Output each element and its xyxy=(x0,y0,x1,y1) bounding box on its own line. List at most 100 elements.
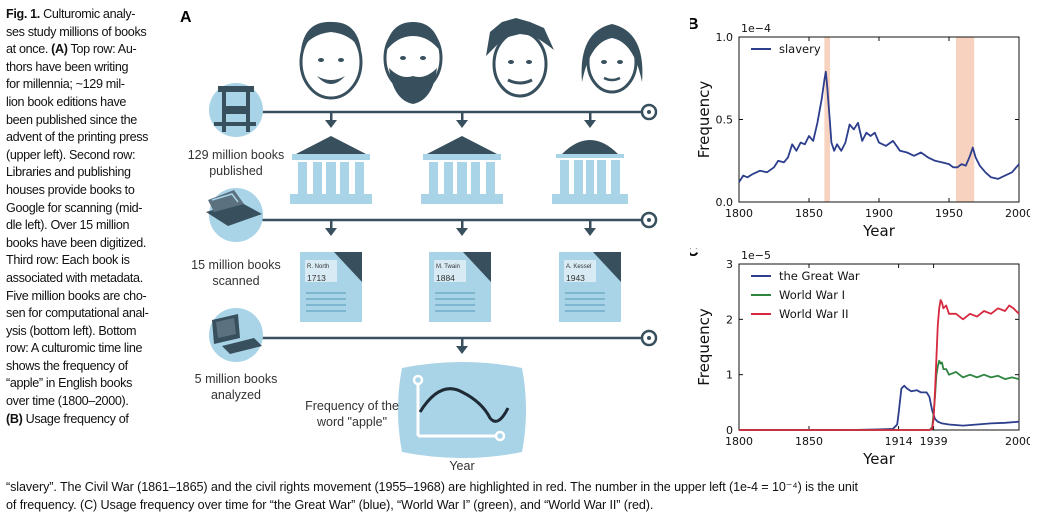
book-1 xyxy=(300,252,362,322)
series-line-2 xyxy=(739,359,1020,431)
book-3-year: 1943 xyxy=(566,273,585,283)
chart-c: C 1e−5 1800 1850 1914 1939 2000 0 1 2 3 Year Frequen… xyxy=(690,248,1030,468)
x-tick-label: 2000 xyxy=(1005,207,1030,220)
series-line-1 xyxy=(739,384,1020,431)
caption-left-line: Google for scanning (mid- xyxy=(6,200,143,215)
legend-label: slavery xyxy=(779,42,821,56)
caption-left-line: (upper left). Second row: xyxy=(6,147,136,162)
caption-left-line: associated with metadata. xyxy=(6,270,143,285)
x-tick-label: 1800 xyxy=(725,207,753,220)
apple-freq-label-1: Frequency of the xyxy=(305,399,399,413)
caption-left-line: advent of the printing press xyxy=(6,130,149,145)
caption-left-line: books have been digitized. xyxy=(6,235,147,250)
x-tick-label: 1800 xyxy=(725,435,753,448)
apple-year-label: Year xyxy=(449,459,474,473)
book-2-author: M. Twain xyxy=(436,264,460,270)
highlight-band xyxy=(824,37,830,202)
caption-bottom-line-2: of frequency. (C) Usage frequency over t… xyxy=(6,498,654,512)
caption-left-line: (B) Usage frequency of xyxy=(6,411,129,426)
book-3-author: A. Kessel xyxy=(566,264,591,270)
caption-left-line: at once. (A) Top row: Au- xyxy=(6,42,137,57)
row-label-analyzed-1: 5 million books xyxy=(195,372,278,386)
author-portrait-1 xyxy=(299,21,363,100)
apple-frequency-screen xyxy=(398,362,526,458)
book-1-year: 1713 xyxy=(307,273,326,283)
figure-caption-left: Fig. 1. Culturomic analy-ses study milli… xyxy=(6,6,169,428)
timeline-row-3 xyxy=(262,329,658,347)
caption-bottom-line-1: “slavery”. The Civil War (1861–1865) and… xyxy=(6,480,858,494)
library-building-icon xyxy=(290,136,372,204)
caption-left-line: Culturomic analy- xyxy=(43,7,136,21)
row-label-scanned-1: 15 million books xyxy=(191,258,281,272)
caption-left-line: for millennia; ~129 mil- xyxy=(6,77,125,92)
book-2-year: 1884 xyxy=(436,273,455,283)
series-line-1 xyxy=(738,70,1020,183)
x-tick-label: 1850 xyxy=(795,207,823,220)
caption-left-line: ysis (bottom left). Bottom xyxy=(6,323,137,338)
y-tick-label: 0 xyxy=(726,424,733,437)
y-tick-label: 0.5 xyxy=(716,114,734,127)
x-axis-label: Year xyxy=(862,450,896,468)
printing-press-icon xyxy=(209,83,263,137)
panel-a-illustration: A xyxy=(180,9,658,473)
caption-left-line: row: A culturomic time line xyxy=(6,341,143,356)
y-tick-label: 3 xyxy=(726,258,733,271)
x-tick-label: 1914 xyxy=(885,435,913,448)
author-portrait-2 xyxy=(383,22,443,104)
panel-letter: C xyxy=(690,248,699,260)
caption-left-line: thors have been writing xyxy=(6,59,129,74)
y-axis-label: Frequency xyxy=(695,308,713,386)
book-1-author: R. North xyxy=(307,264,329,270)
x-tick-label: 1950 xyxy=(935,207,963,220)
series-line-3 xyxy=(739,299,1020,431)
row-label-analyzed-2: analyzed xyxy=(211,388,261,402)
caption-left-line: sen for computational anal- xyxy=(6,306,149,321)
panel-a-letter: A xyxy=(180,9,192,26)
x-tick-label: 2000 xyxy=(1005,435,1030,448)
row-label-published-1: 129 million books xyxy=(188,148,285,162)
domed-building-icon xyxy=(552,140,628,204)
caption-left-line: shows the frequency of xyxy=(6,358,128,373)
caption-left-line: dle left). Over 15 million xyxy=(6,218,130,233)
caption-left-line: lion book editions have xyxy=(6,94,127,109)
caption-left-line: “apple” in English books xyxy=(6,376,133,391)
legend-label: World War II xyxy=(779,307,848,321)
highlight-band xyxy=(956,37,975,202)
author-portrait-3 xyxy=(486,18,554,98)
axis-multiplier-label: 1e−4 xyxy=(741,22,771,35)
figure-caption-bottom: “slavery”. The Civil War (1861–1865) and… xyxy=(6,478,1052,514)
figure-label: Fig. 1. xyxy=(6,7,40,21)
plot-frame xyxy=(738,36,1020,203)
legend-label: World War I xyxy=(779,288,845,302)
y-tick-label: 2 xyxy=(726,313,733,326)
chart-b: B 1e−4 1800 1850 1900 1950 2000 0.0 0.5 1.0 Year Fr… xyxy=(690,16,1030,240)
caption-left-line: Libraries and publishing xyxy=(6,165,131,180)
panel-letter: B xyxy=(690,16,699,33)
x-tick-label: 1939 xyxy=(920,435,948,448)
y-tick-label: 0.0 xyxy=(716,196,734,209)
apple-freq-label-2: word "apple" xyxy=(316,415,387,429)
caption-left-text: Culturomic analy-ses study millions of b… xyxy=(6,7,149,426)
y-tick-label: 1.0 xyxy=(716,31,734,44)
y-tick-label: 1 xyxy=(726,369,733,382)
caption-left-line: over time (1800–2000). xyxy=(6,394,129,409)
book-3 xyxy=(559,252,621,322)
library-building-icon xyxy=(421,136,503,204)
caption-left-line: houses provide books to xyxy=(6,182,135,197)
legend-label: the Great War xyxy=(779,269,860,283)
x-axis-label: Year xyxy=(862,222,896,240)
timeline-row-2 xyxy=(262,211,658,229)
caption-left-line: Third row: Each book is xyxy=(6,253,130,268)
caption-left-line: been published since the xyxy=(6,112,137,127)
book-2 xyxy=(429,252,491,322)
y-axis-label: Frequency xyxy=(695,81,713,159)
down-arrow-icon xyxy=(325,112,596,354)
x-tick-label: 1850 xyxy=(795,435,823,448)
row-label-published-2: published xyxy=(209,164,263,178)
x-tick-label: 1900 xyxy=(865,207,893,220)
caption-left-line: ses study millions of books xyxy=(6,24,147,39)
computer-icon xyxy=(209,308,263,362)
scanner-icon xyxy=(206,188,263,242)
axis-multiplier-label: 1e−5 xyxy=(741,249,771,262)
author-portrait-4 xyxy=(581,24,643,94)
